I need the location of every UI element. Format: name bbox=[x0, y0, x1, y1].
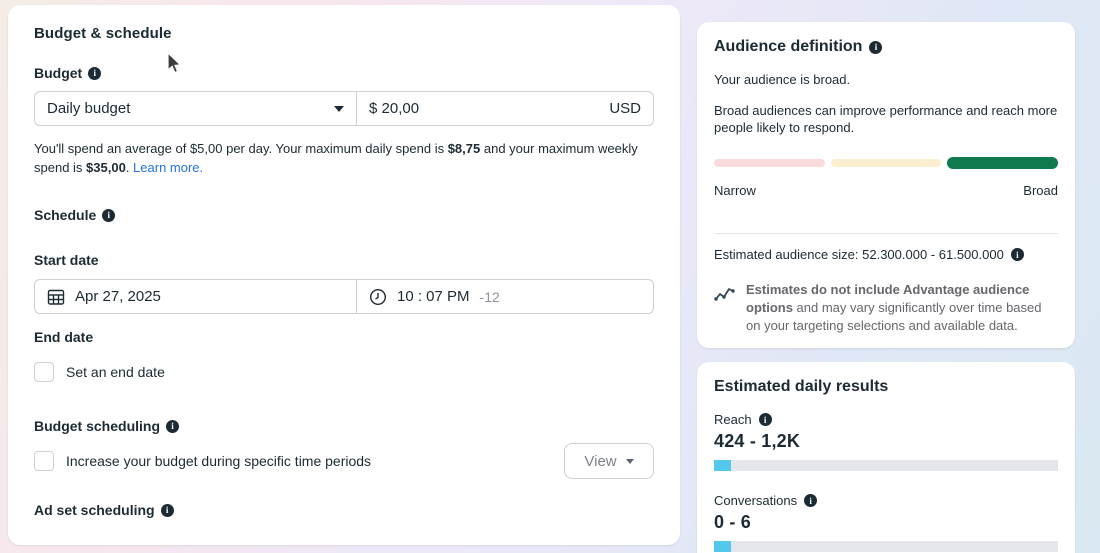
start-date-label: Start date bbox=[34, 252, 99, 268]
currency-label: USD bbox=[609, 100, 641, 117]
budget-schedule-card: Budget & schedule Budget i Daily budget … bbox=[8, 5, 680, 545]
end-date-label: End date bbox=[34, 329, 94, 345]
schedule-label: Schedule i bbox=[34, 207, 654, 223]
clock-icon bbox=[369, 288, 387, 305]
reach-label: Reach i bbox=[714, 412, 1058, 427]
audience-status-text: Your audience is broad. bbox=[714, 72, 851, 87]
info-icon[interactable]: i bbox=[166, 419, 179, 433]
budget-scheduling-label: Budget scheduling i bbox=[34, 418, 654, 434]
reach-value: 424 - 1,2K bbox=[714, 431, 801, 451]
budget-input-row: Daily budget $ 20,00 USD bbox=[34, 91, 654, 126]
estimated-daily-results-title: Estimated daily results bbox=[714, 378, 889, 395]
divider bbox=[714, 233, 1058, 234]
estimates-note-text: Estimates do not include Advantage audie… bbox=[746, 282, 1042, 333]
info-icon[interactable]: i bbox=[1010, 248, 1024, 261]
budget-scheduling-row: Increase your budget during specific tim… bbox=[34, 443, 654, 479]
chevron-down-icon bbox=[334, 105, 344, 112]
audience-breadth-meter bbox=[714, 157, 1059, 169]
conversations-meter bbox=[714, 541, 1058, 552]
info-icon[interactable]: i bbox=[869, 40, 883, 54]
budget-label: Budget i bbox=[34, 65, 654, 81]
start-date-field[interactable]: Apr 27, 2025 bbox=[35, 280, 357, 313]
audience-description-text: Broad audiences can improve performance … bbox=[714, 103, 1058, 135]
budget-amount-value: $ 20,00 bbox=[369, 100, 420, 117]
view-button[interactable]: View bbox=[564, 443, 654, 479]
increase-budget-checkbox-label: Increase your budget during specific tim… bbox=[66, 453, 372, 469]
audience-definition-card: Audience definition i Your audience is b… bbox=[697, 22, 1075, 348]
learn-more-link[interactable]: Learn more. bbox=[133, 160, 204, 175]
estimated-daily-results-card: Estimated daily results Reach i 424 - 1,… bbox=[697, 362, 1075, 553]
broad-label: Broad bbox=[1023, 183, 1058, 198]
narrow-label: Narrow bbox=[714, 183, 756, 198]
reach-meter bbox=[714, 460, 1058, 471]
info-icon[interactable]: i bbox=[758, 413, 772, 426]
meter-labels: Narrow Broad bbox=[714, 183, 1058, 198]
end-date-checkbox-row: Set an end date bbox=[34, 362, 654, 382]
budget-type-value: Daily budget bbox=[47, 100, 131, 117]
audience-definition-title: Audience definition i bbox=[714, 38, 1058, 56]
info-icon[interactable]: i bbox=[102, 208, 116, 222]
budget-type-dropdown[interactable]: Daily budget bbox=[35, 92, 357, 125]
start-time-field[interactable]: 10 : 07 PM -12 bbox=[357, 280, 653, 313]
set-end-date-checkbox[interactable] bbox=[34, 362, 54, 382]
chevron-down-icon bbox=[625, 458, 634, 464]
card-title: Budget & schedule bbox=[34, 25, 172, 42]
conversations-meter-fill bbox=[714, 541, 732, 552]
trend-line-icon bbox=[714, 288, 735, 301]
info-icon[interactable]: i bbox=[804, 494, 818, 507]
calendar-icon bbox=[47, 289, 65, 305]
meter-segment-narrow bbox=[714, 159, 825, 167]
conversations-label: Conversations i bbox=[714, 493, 1058, 508]
set-end-date-checkbox-label: Set an end date bbox=[66, 364, 165, 380]
increase-budget-checkbox[interactable] bbox=[34, 451, 54, 471]
estimates-note: Estimates do not include Advantage audie… bbox=[714, 281, 1058, 335]
increase-budget-checkbox-row: Increase your budget during specific tim… bbox=[34, 451, 564, 471]
budget-helper-text: You'll spend an average of $5,00 per day… bbox=[34, 141, 638, 175]
start-datetime-row: Apr 27, 2025 10 : 07 PM -12 bbox=[34, 279, 654, 314]
conversations-value: 0 - 6 bbox=[714, 512, 752, 532]
reach-meter-fill bbox=[714, 460, 732, 471]
time-offset-hint: -12 bbox=[479, 288, 500, 305]
meter-segment-broad bbox=[947, 157, 1059, 169]
start-date-value: Apr 27, 2025 bbox=[75, 288, 161, 305]
meter-segment-middle bbox=[830, 159, 942, 167]
info-icon[interactable]: i bbox=[160, 503, 174, 517]
budget-amount-field[interactable]: $ 20,00 USD bbox=[357, 92, 653, 125]
start-time-value: 10 : 07 PM bbox=[397, 288, 470, 305]
info-icon[interactable]: i bbox=[88, 66, 102, 80]
estimated-audience-size: Estimated audience size: 52.300.000 - 61… bbox=[714, 247, 1058, 262]
ad-set-scheduling-label: Ad set scheduling i bbox=[34, 502, 654, 518]
